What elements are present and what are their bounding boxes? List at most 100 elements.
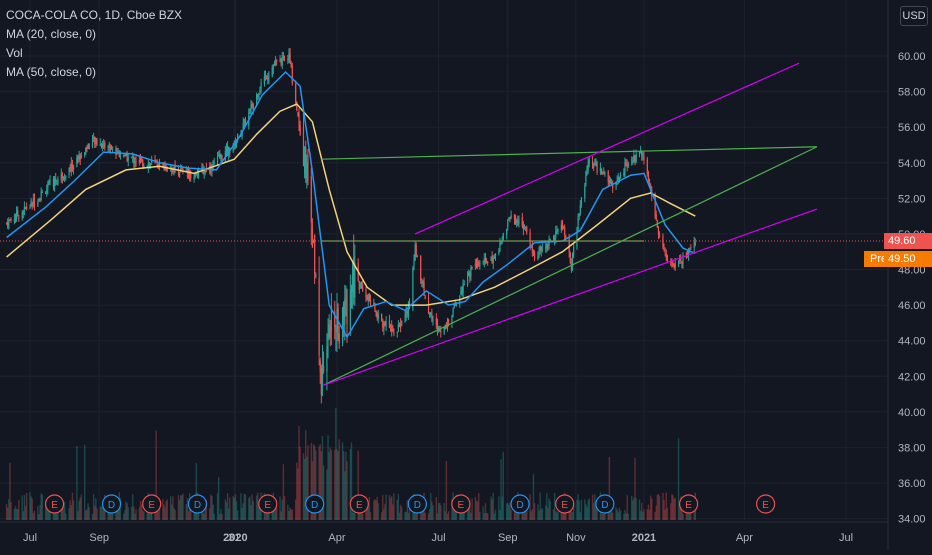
- volume-bar: [617, 512, 619, 520]
- volume-bar: [164, 507, 166, 520]
- volume-bar: [611, 512, 614, 520]
- volume-bar: [320, 451, 323, 520]
- candle-body: [461, 292, 463, 294]
- volume-bar: [344, 471, 346, 520]
- candle-body: [647, 172, 650, 181]
- volume-bar: [406, 500, 409, 520]
- candle-body: [314, 234, 316, 275]
- candle-body: [267, 77, 269, 81]
- candle-body: [22, 211, 24, 215]
- volume-legend[interactable]: Vol: [6, 46, 23, 60]
- volume-bar: [658, 495, 661, 520]
- trendlines[interactable]: [0, 62, 888, 386]
- candle-body: [369, 300, 372, 304]
- candle-body: [101, 145, 104, 149]
- candle-body: [24, 206, 27, 208]
- candle-body: [577, 217, 579, 231]
- volume-bar: [508, 504, 510, 520]
- volume-bar: [476, 501, 479, 520]
- volume-bar: [432, 505, 434, 520]
- volume-bar: [29, 492, 31, 520]
- symbol-title[interactable]: COCA-COLA CO, 1D, Cboe BZX: [6, 8, 183, 22]
- candle-body: [107, 146, 109, 149]
- y-tick-label: 54.00: [898, 158, 926, 170]
- earnings-marker: [756, 494, 776, 514]
- volume-bar: [390, 496, 393, 520]
- volume-bar: [326, 469, 328, 520]
- volume-bar: [572, 503, 575, 520]
- candle-body: [545, 246, 547, 249]
- volume-bar: [533, 503, 536, 520]
- candle-body: [95, 138, 97, 144]
- volume-bar: [46, 504, 48, 520]
- volume-bar: [664, 509, 666, 520]
- candle-body: [298, 113, 300, 126]
- candle-body: [338, 333, 340, 344]
- volume-bar: [212, 504, 214, 520]
- candle-body: [466, 275, 469, 286]
- y-tick-label: 60.00: [898, 51, 926, 63]
- volume-bar: [319, 444, 321, 520]
- volume-bar: [248, 497, 250, 520]
- candle-body: [232, 147, 234, 152]
- earnings-marker: [258, 494, 278, 514]
- volume-bar: [130, 506, 133, 520]
- candle-body: [689, 248, 691, 250]
- volume-bar: [407, 512, 410, 520]
- candle-body: [523, 228, 526, 230]
- candle-body: [460, 291, 462, 295]
- volume-bar: [335, 407, 337, 520]
- x-tick-label: Sep: [498, 532, 518, 544]
- candle-body: [633, 154, 635, 162]
- volume-bar: [321, 435, 324, 520]
- volume-bar: [76, 445, 78, 520]
- candle-body: [65, 176, 67, 179]
- ma50-legend[interactable]: MA (50, close, 0): [6, 65, 97, 79]
- currency-button[interactable]: USD: [900, 6, 928, 26]
- candle-body: [385, 320, 387, 326]
- volume-bar: [306, 456, 308, 520]
- volume-bar: [665, 492, 667, 520]
- volume-bar: [440, 505, 442, 520]
- candle-body: [108, 144, 110, 148]
- volume-bar: [633, 497, 635, 520]
- trendline: [414, 62, 800, 235]
- candle-body: [374, 302, 376, 310]
- candle-body: [119, 156, 122, 159]
- volume-bar: [361, 513, 364, 520]
- candle-body: [126, 153, 128, 162]
- volume-bar: [674, 497, 676, 520]
- candle-body: [86, 148, 88, 150]
- volume-bar: [162, 499, 164, 520]
- candle-body: [587, 163, 589, 171]
- candle-body: [638, 151, 641, 156]
- candle-body: [388, 320, 391, 328]
- candle-body: [375, 310, 377, 312]
- candle-body: [578, 214, 580, 217]
- candle-body: [422, 282, 424, 284]
- candle-body: [555, 231, 557, 238]
- candle-body: [9, 220, 11, 222]
- candle-body: [216, 156, 219, 163]
- volume-bar: [70, 504, 73, 520]
- candle-body: [393, 332, 395, 334]
- candle-body: [484, 257, 487, 260]
- volume-bar: [414, 509, 416, 520]
- candle-body: [237, 133, 239, 141]
- volume-bar: [541, 508, 544, 520]
- candle-body: [344, 299, 346, 326]
- volume-bar: [24, 506, 27, 520]
- candle-body: [93, 137, 95, 139]
- ma20-legend[interactable]: MA (20, close, 0): [6, 27, 97, 41]
- volume-bar: [186, 497, 189, 520]
- volume-bar: [169, 495, 172, 520]
- candle-body: [516, 220, 518, 223]
- volume-bar: [8, 499, 10, 520]
- volume-bar: [31, 498, 33, 520]
- candle-body: [252, 103, 254, 110]
- candle-body: [431, 313, 433, 320]
- volume-bar: [569, 508, 571, 520]
- volume-bar: [436, 513, 439, 520]
